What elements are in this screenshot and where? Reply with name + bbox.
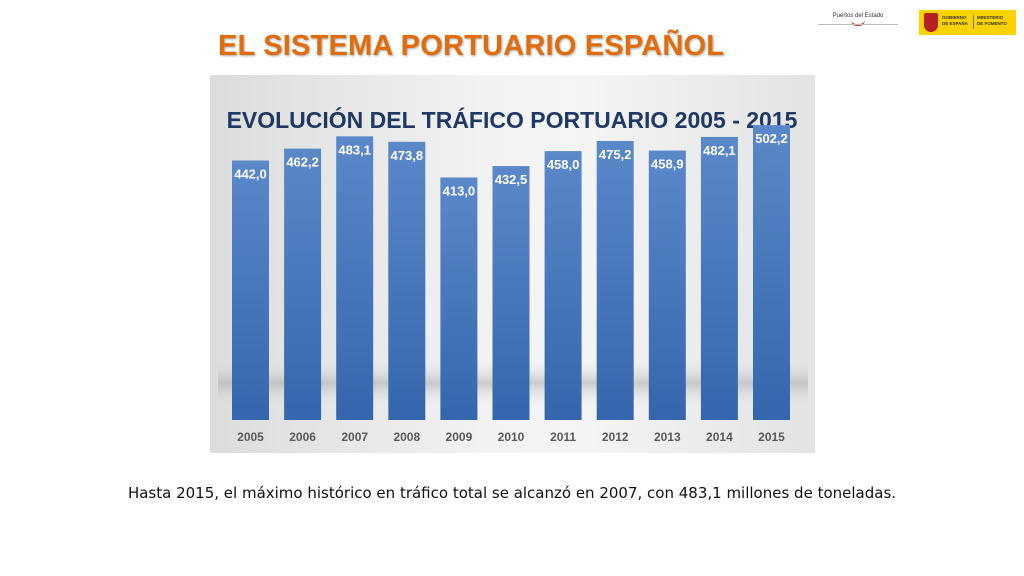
- value-label-2011: 458,0: [547, 157, 580, 172]
- x-tick-2012: 2012: [602, 430, 629, 444]
- gobierno-line1: GOBIERNO: [942, 15, 967, 20]
- value-label-2009: 413,0: [443, 184, 476, 199]
- x-tick-2009: 2009: [446, 430, 473, 444]
- value-label-2008: 473,8: [391, 148, 424, 163]
- value-label-2006: 462,2: [286, 155, 319, 170]
- x-tick-2005: 2005: [237, 430, 264, 444]
- value-label-2007: 483,1: [338, 142, 371, 157]
- chart-panel: EVOLUCIÓN DEL TRÁFICO PORTUARIO 2005 - 2…: [210, 75, 815, 453]
- ministerio-line2: DE FOMENTO: [977, 21, 1007, 26]
- x-tick-2007: 2007: [341, 430, 368, 444]
- chart-title: EVOLUCIÓN DEL TRÁFICO PORTUARIO 2005 - 2…: [227, 106, 798, 133]
- bar-2014: [700, 136, 738, 420]
- logo-divider: [973, 15, 974, 29]
- puertos-logo-text: Puertos del Estado: [832, 13, 884, 19]
- x-tick-2006: 2006: [289, 430, 316, 444]
- value-label-2014: 482,1: [703, 143, 736, 158]
- x-tick-2011: 2011: [550, 430, 576, 444]
- bar-2009: [440, 177, 478, 420]
- ministerio-text: MINISTERIO DE FOMENTO: [977, 15, 1007, 27]
- x-tick-2008: 2008: [393, 430, 420, 444]
- value-label-2012: 475,2: [599, 147, 632, 162]
- x-tick-2015: 2015: [758, 430, 785, 444]
- value-label-2005: 442,0: [234, 166, 267, 181]
- bar-2006: [284, 148, 322, 420]
- value-labels-group: 442,0 462,2 483,1 473,8 413,0 432,5 458,0 475,2…: [234, 131, 788, 198]
- logo-rule: [818, 24, 898, 25]
- value-label-2015: 502,2: [755, 131, 788, 146]
- value-label-2010: 432,5: [495, 172, 528, 187]
- bar-chart: EVOLUCIÓN DEL TRÁFICO PORTUARIO 2005 - 2…: [218, 106, 808, 444]
- slide-title: EL SISTEMA PORTUARIO ESPAÑOL: [218, 30, 725, 62]
- wave-icon: [851, 20, 865, 26]
- gobierno-logo: GOBIERNO DE ESPAÑA MINISTERIO DE FOMENTO: [919, 10, 1016, 35]
- bar-2015: [753, 125, 790, 420]
- gobierno-line2: DE ESPAÑA: [942, 21, 968, 26]
- bar-2013: [648, 150, 686, 420]
- ministerio-line1: MINISTERIO: [977, 15, 1004, 20]
- bar-2008: [388, 141, 426, 420]
- coat-of-arms-icon: [924, 13, 938, 32]
- slide-caption: Hasta 2015, el máximo histórico en tráfi…: [127, 484, 897, 502]
- x-tick-2010: 2010: [498, 430, 525, 444]
- bar-2005: [232, 160, 269, 421]
- gobierno-text: GOBIERNO DE ESPAÑA: [942, 15, 968, 27]
- puertos-del-estado-logo: Puertos del Estado: [818, 10, 898, 32]
- bars-group: [232, 125, 790, 421]
- x-tick-2013: 2013: [654, 430, 681, 444]
- x-tick-2014: 2014: [706, 430, 733, 444]
- value-label-2013: 458,9: [651, 157, 684, 172]
- bar-2007: [336, 136, 374, 420]
- bar-2010: [492, 166, 530, 420]
- x-axis-ticks: 2005 2006 2007 2008 2009 2010 2011 2012 2013 2014…: [237, 430, 785, 444]
- bar-2011: [544, 151, 582, 420]
- bar-2012: [596, 140, 634, 420]
